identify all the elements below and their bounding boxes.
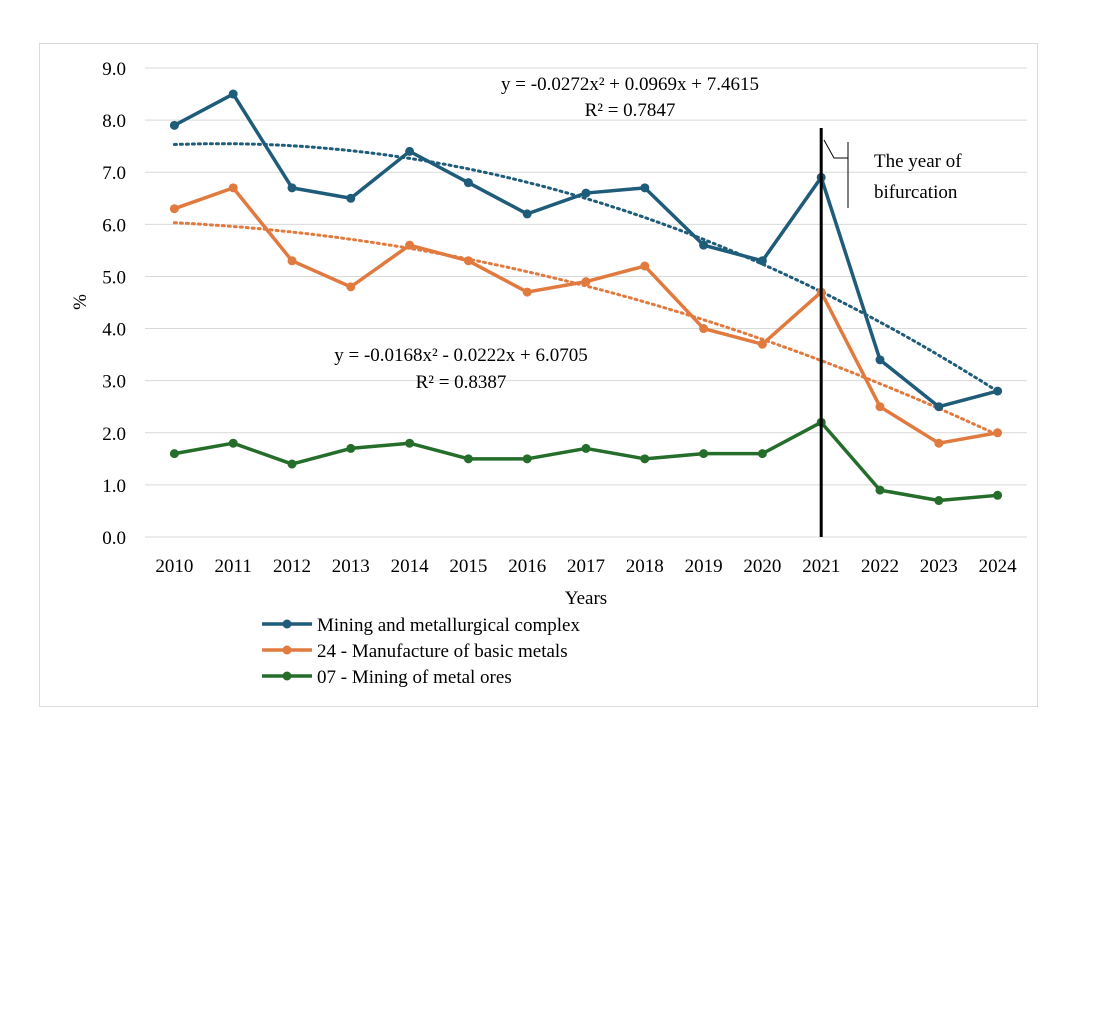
- data-point: [287, 256, 297, 266]
- data-point: [405, 240, 415, 250]
- data-point: [346, 282, 356, 292]
- y-tick-label: 4.0: [102, 320, 126, 341]
- x-tick-label: 2022: [861, 556, 899, 577]
- legend-item: Mining and metallurgical complex: [262, 615, 580, 636]
- data-point: [581, 188, 591, 198]
- data-point: [640, 454, 650, 464]
- legend-label: Mining and metallurgical complex: [317, 615, 580, 636]
- data-point: [875, 402, 885, 412]
- data-point: [522, 287, 532, 297]
- x-tick-label: 2018: [626, 556, 664, 577]
- x-tick-label: 2015: [449, 556, 487, 577]
- chart-frame: [39, 43, 1038, 707]
- data-point: [581, 277, 591, 287]
- legend-label: 24 - Manufacture of basic metals: [317, 641, 568, 662]
- x-tick-label: 2021: [802, 556, 840, 577]
- legend-label: 07 - Mining of metal ores: [317, 667, 512, 688]
- data-point: [463, 178, 473, 188]
- trend-equation-1: y = -0.0272x² + 0.0969x + 7.4615: [501, 74, 759, 95]
- data-point: [875, 485, 885, 495]
- data-point: [228, 183, 238, 193]
- data-point: [699, 240, 709, 250]
- x-tick-label: 2023: [920, 556, 958, 577]
- legend-swatch-marker: [282, 645, 292, 655]
- y-tick-label: 5.0: [102, 267, 126, 288]
- x-tick-label: 2014: [391, 556, 430, 577]
- data-point: [522, 454, 532, 464]
- legend-item: 07 - Mining of metal ores: [262, 667, 512, 688]
- x-tick-label: 2016: [508, 556, 546, 577]
- y-tick-label: 0.0: [102, 528, 126, 549]
- data-point: [934, 402, 944, 412]
- data-point: [405, 146, 415, 156]
- legend-swatch-marker: [282, 619, 292, 629]
- series-line: [173, 186, 998, 445]
- data-point: [640, 261, 650, 271]
- trend-equation-2: y = -0.0168x² - 0.0222x + 6.0705: [334, 345, 588, 366]
- bifurcation-annotation: The year of bifurcation: [823, 139, 962, 208]
- y-tick-label: 8.0: [102, 111, 126, 132]
- bifurcation-label-line1: The year of: [874, 151, 962, 172]
- data-point: [699, 449, 709, 459]
- y-tick-label: 6.0: [102, 215, 126, 236]
- x-tick-label: 2017: [567, 556, 605, 577]
- series: [169, 183, 1003, 448]
- data-point: [169, 120, 179, 130]
- data-point: [875, 355, 885, 365]
- y-tick-label: 9.0: [102, 59, 126, 80]
- y-axis-ticks: 0.0 1.0 2.0 3.0 4.0 5.0 6.0 7.0 8.0 9.0: [102, 59, 126, 549]
- data-point: [287, 183, 297, 193]
- data-point: [699, 324, 709, 334]
- y-tick-label: 2.0: [102, 424, 126, 445]
- data-point: [522, 209, 532, 219]
- y-tick-label: 1.0: [102, 476, 126, 497]
- data-point: [581, 443, 591, 453]
- x-axis-ticks: 2010 2011 2012 2013 2014 2015 2016 2017 2018 2019…: [155, 556, 1017, 577]
- data-point: [757, 339, 767, 349]
- trend-r2-2: R² = 0.8387: [416, 372, 507, 393]
- x-tick-label: 2010: [155, 556, 193, 577]
- legend-item: 24 - Manufacture of basic metals: [262, 641, 568, 662]
- gridlines: [145, 67, 1027, 538]
- data-point: [640, 183, 650, 193]
- y-tick-label: 3.0: [102, 372, 126, 393]
- data-point: [346, 193, 356, 203]
- x-tick-label: 2011: [215, 556, 252, 577]
- y-tick-label: 7.0: [102, 163, 126, 184]
- trend-r2-1: R² = 0.7847: [585, 100, 676, 121]
- y-axis-label: %: [70, 294, 91, 310]
- trendline: [172, 142, 1000, 393]
- series-line: [174, 420, 998, 503]
- data-point: [346, 443, 356, 453]
- data-point: [169, 449, 179, 459]
- bifurcation-label-line2: bifurcation: [874, 182, 958, 203]
- x-axis-label: Years: [565, 588, 607, 609]
- series-lines: [169, 89, 1003, 506]
- data-point: [757, 256, 767, 266]
- data-point: [993, 386, 1003, 396]
- data-point: [993, 428, 1003, 438]
- data-point: [228, 89, 238, 99]
- data-point: [405, 438, 415, 448]
- data-point: [993, 490, 1003, 500]
- data-point: [228, 438, 238, 448]
- series: [169, 417, 1003, 506]
- series: [169, 89, 1003, 412]
- legend: Mining and metallurgical complex 24 - Man…: [262, 615, 580, 688]
- data-point: [169, 204, 179, 214]
- data-point: [934, 438, 944, 448]
- x-tick-label: 2013: [332, 556, 370, 577]
- data-point: [934, 496, 944, 506]
- x-tick-label: 2019: [685, 556, 723, 577]
- x-tick-label: 2020: [743, 556, 781, 577]
- bifurcation-callout: [823, 139, 849, 208]
- data-point: [463, 256, 473, 266]
- data-point: [463, 454, 473, 464]
- data-point: [757, 449, 767, 459]
- x-tick-label: 2012: [273, 556, 311, 577]
- legend-swatch-marker: [282, 671, 292, 681]
- x-tick-label: 2024: [979, 556, 1018, 577]
- data-point: [287, 459, 297, 469]
